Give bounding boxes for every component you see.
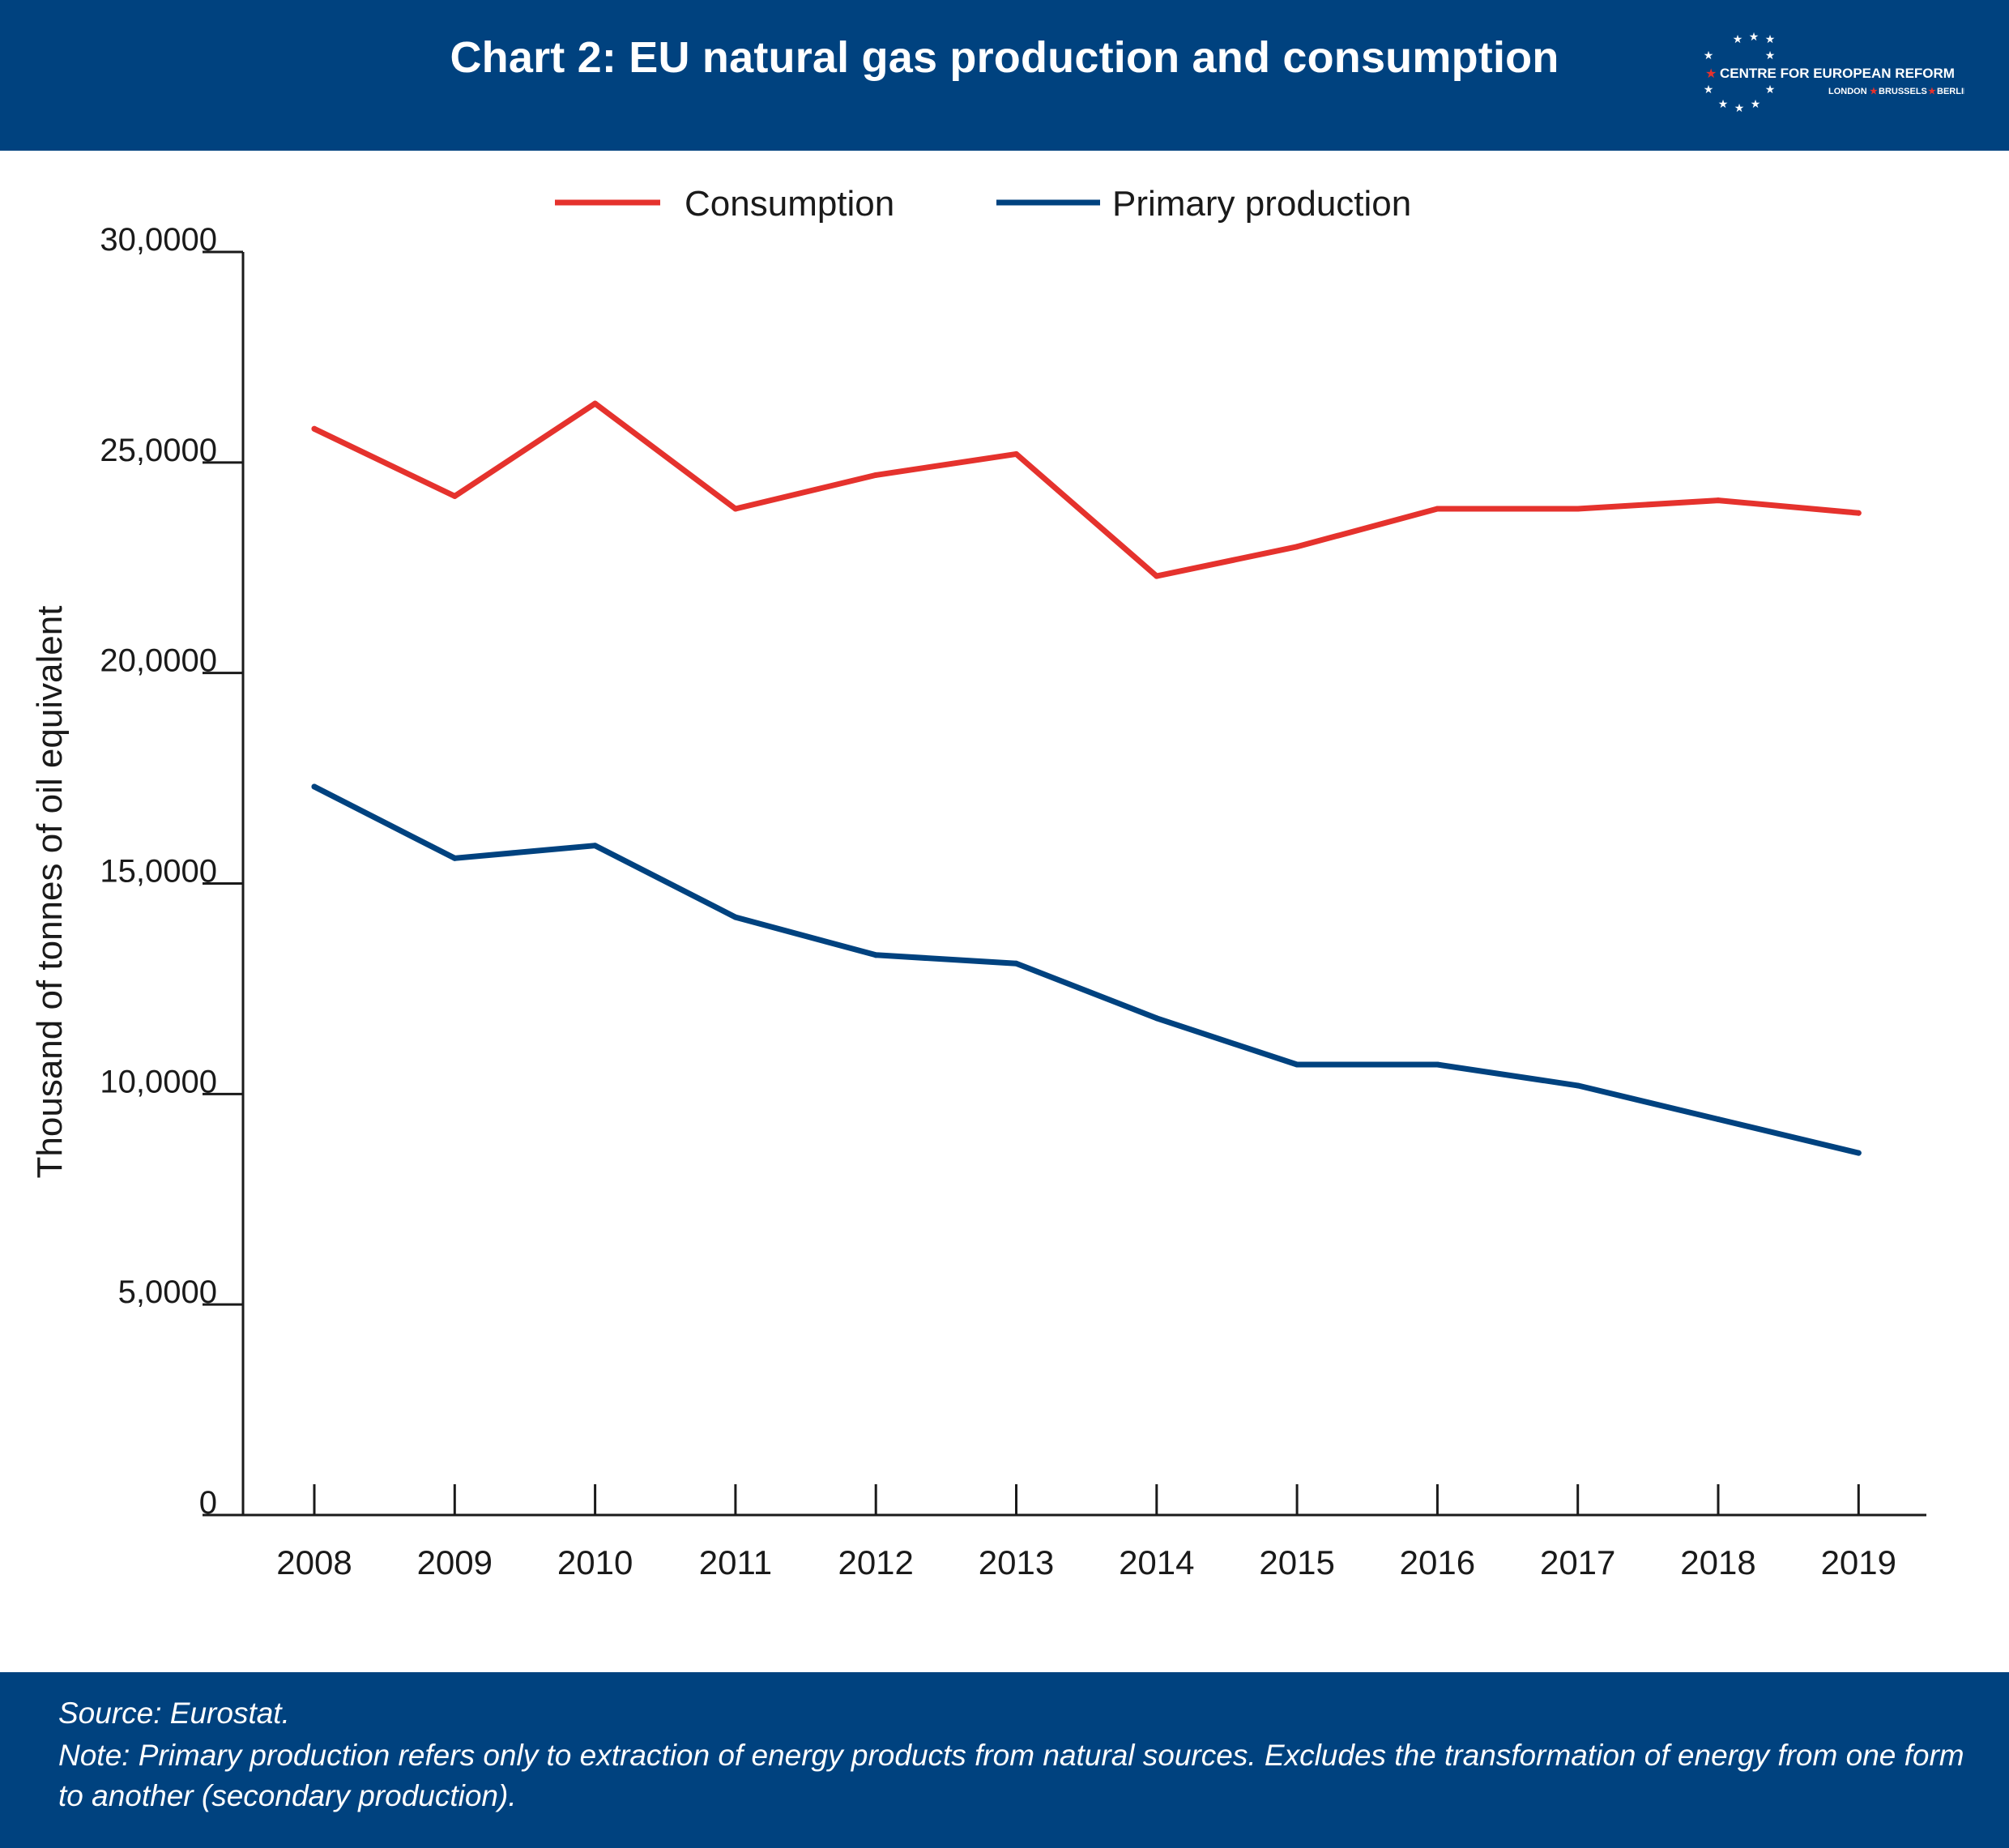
x-tick-label-2013: 2013 — [979, 1543, 1054, 1581]
header-bar: Chart 2: EU natural gas production and c… — [0, 0, 2009, 151]
logo-city-2: BRUSSELS — [1879, 87, 1927, 96]
point-primary-production-2013 — [1013, 960, 1019, 967]
series-line-primary-production — [311, 783, 1862, 1156]
x-ticks: 2008 2009 2010 2011 2012 2013 2014 2015 2016 2017… — [276, 1484, 1896, 1581]
y-tick-label-6: 30,0000 — [100, 222, 217, 258]
point-consumption-2016 — [1434, 506, 1440, 512]
svg-text:★: ★ — [1718, 97, 1729, 110]
svg-text:★: ★ — [1704, 49, 1714, 62]
x-tick-label-2019: 2019 — [1821, 1543, 1896, 1581]
y-tick-label-4: 20,0000 — [100, 643, 217, 679]
y-tick-label-5: 25,0000 — [100, 433, 217, 468]
point-primary-production-2012 — [872, 952, 879, 958]
point-consumption-2012 — [872, 472, 879, 478]
point-primary-production-2008 — [311, 783, 318, 790]
logo-city-1: LONDON — [1828, 87, 1867, 96]
methodology-note: Note: Primary production refers only to … — [58, 1739, 1964, 1812]
y-tick-label-3: 15,0000 — [100, 854, 217, 890]
legend-label-production: Primary production — [1112, 184, 1411, 224]
cer-logo: ★ ★ ★ ★ ★ ★ ★ ★ ★ ★ ★ CENTRE FOR EUROPEA… — [1704, 31, 1964, 114]
legend-label-consumption: Consumption — [685, 184, 894, 224]
y-axis-label: Thousand of tonnes of oil equivalent — [30, 606, 70, 1179]
svg-text:★: ★ — [1765, 32, 1776, 45]
point-primary-production-2014 — [1154, 1015, 1160, 1022]
x-tick-label-2017: 2017 — [1540, 1543, 1615, 1581]
logo-name: CENTRE FOR EUROPEAN REFORM — [1720, 66, 1955, 81]
y-ticks: 0 5,0000 10,0000 15,0000 20,0000 25,0000 30,00… — [100, 222, 243, 1521]
series-lines — [311, 400, 1862, 1156]
x-tick-label-2010: 2010 — [557, 1543, 633, 1581]
legend: Consumption Primary production — [555, 184, 1411, 224]
x-tick-label-2008: 2008 — [276, 1543, 352, 1581]
footer-bar: Source: Eurostat. Note: Primary producti… — [0, 1672, 2009, 1848]
svg-text:★: ★ — [1870, 87, 1878, 96]
x-tick-label-2014: 2014 — [1119, 1543, 1194, 1581]
y-tick-label-1: 5,0000 — [118, 1274, 217, 1310]
x-tick-label-2018: 2018 — [1680, 1543, 1755, 1581]
point-consumption-2008 — [311, 425, 318, 432]
point-consumption-2009 — [451, 493, 458, 499]
axes — [241, 252, 1926, 1517]
point-consumption-2017 — [1575, 506, 1581, 512]
svg-text:★: ★ — [1733, 32, 1743, 45]
source-note: Source: Eurostat. — [58, 1696, 290, 1730]
x-tick-label-2012: 2012 — [838, 1543, 913, 1581]
svg-text:★: ★ — [1765, 83, 1776, 96]
svg-text:★: ★ — [1765, 49, 1776, 62]
x-tick-label-2011: 2011 — [699, 1543, 772, 1581]
point-consumption-2014 — [1154, 573, 1160, 579]
series-line-consumption — [311, 400, 1862, 579]
chart-area: Consumption Primary production Thousand … — [0, 151, 2009, 1672]
svg-text:★: ★ — [1749, 31, 1759, 43]
svg-text:★: ★ — [1704, 83, 1714, 96]
point-consumption-2018 — [1715, 497, 1721, 504]
point-consumption-2010 — [592, 400, 599, 407]
point-primary-production-2009 — [451, 855, 458, 861]
svg-text:★: ★ — [1751, 97, 1761, 110]
svg-text:★: ★ — [1928, 87, 1936, 96]
line-chart: Consumption Primary production Thousand … — [30, 184, 1926, 1581]
svg-text:★: ★ — [1705, 67, 1717, 81]
x-tick-label-2016: 2016 — [1400, 1543, 1475, 1581]
point-primary-production-2010 — [592, 843, 599, 849]
x-tick-label-2009: 2009 — [417, 1543, 493, 1581]
x-tick-label-2015: 2015 — [1259, 1543, 1334, 1581]
point-primary-production-2018 — [1715, 1116, 1721, 1123]
point-consumption-2011 — [732, 506, 739, 512]
point-consumption-2013 — [1013, 450, 1019, 457]
point-primary-production-2016 — [1434, 1061, 1440, 1068]
chart-title: Chart 2: EU natural gas production and c… — [450, 33, 1559, 82]
point-primary-production-2017 — [1575, 1082, 1581, 1089]
point-primary-production-2011 — [732, 914, 739, 920]
y-tick-label-0: 0 — [199, 1485, 217, 1521]
point-consumption-2019 — [1855, 510, 1862, 516]
point-consumption-2015 — [1294, 544, 1300, 550]
y-tick-label-2: 10,0000 — [100, 1064, 217, 1099]
logo-city-3: BERLIN — [1937, 87, 1964, 96]
point-primary-production-2015 — [1294, 1061, 1300, 1068]
point-primary-production-2019 — [1855, 1150, 1862, 1156]
svg-text:★: ★ — [1734, 101, 1745, 114]
